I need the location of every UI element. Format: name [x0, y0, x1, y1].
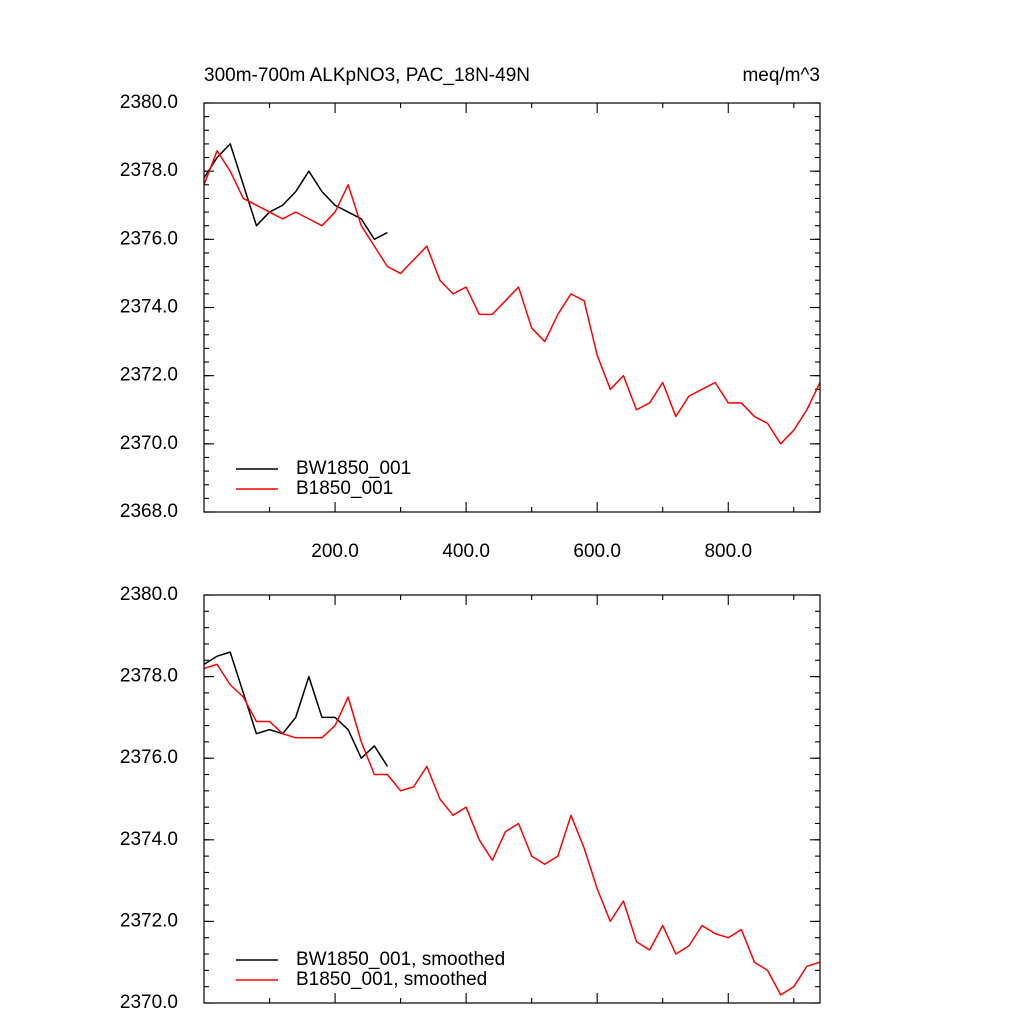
y-tick-label: 2370.0	[120, 433, 178, 454]
units-label: meq/m^3	[742, 65, 820, 86]
data-line	[203, 149, 821, 445]
y-tick-label: 2380.0	[120, 584, 178, 605]
y-tick-label: 2378.0	[120, 666, 178, 687]
y-tick-label: 2376.0	[120, 228, 178, 249]
x-tick-label: 200.0	[311, 541, 359, 562]
y-tick-label: 2376.0	[120, 747, 178, 768]
y-tick-label: 2378.0	[120, 160, 178, 181]
plot-frame	[203, 594, 821, 1004]
data-line	[203, 651, 389, 767]
y-tick-label: 2374.0	[120, 829, 178, 850]
y-tick-label: 2380.0	[120, 92, 178, 113]
y-tick-label: 2368.0	[120, 501, 178, 522]
x-tick-label: 600.0	[573, 541, 621, 562]
legend-label: B1850_001, smoothed	[296, 969, 487, 990]
y-tick-label: 2372.0	[120, 365, 178, 386]
legend-label: BW1850_001	[296, 458, 411, 479]
y-tick-label: 2372.0	[120, 910, 178, 931]
y-tick-label: 2374.0	[120, 297, 178, 318]
plot-frame	[203, 102, 821, 513]
data-line	[203, 143, 388, 241]
data-line	[203, 663, 821, 996]
y-tick-label: 2370.0	[120, 992, 178, 1013]
chart-title: 300m-700m ALKpNO3, PAC_18N-49N	[204, 65, 530, 86]
x-tick-label: 800.0	[704, 541, 752, 562]
legend-label: BW1850_001, smoothed	[296, 949, 505, 970]
x-tick-label: 400.0	[442, 541, 490, 562]
legend-label: B1850_001	[296, 478, 393, 499]
